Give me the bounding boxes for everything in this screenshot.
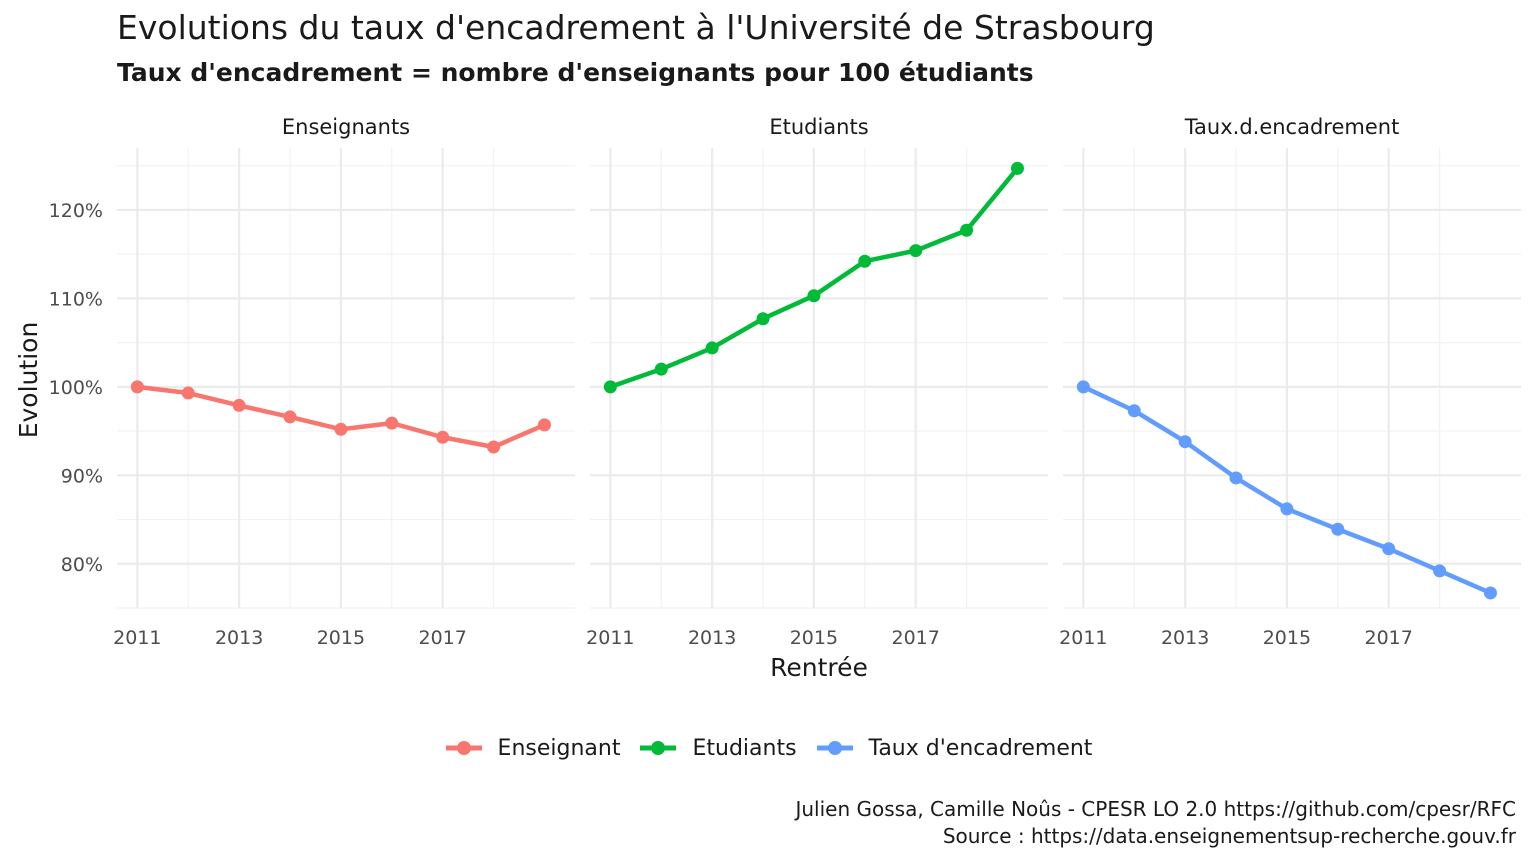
- x-tick-label: 2013: [688, 627, 736, 649]
- y-tick-label: 90%: [61, 465, 103, 487]
- legend-item-taux-encadrement: Taux d'encadrement: [815, 733, 1093, 763]
- data-point: [385, 416, 399, 430]
- caption-credits: Julien Gossa, Camille Noûs - CPESR LO 2.…: [795, 797, 1516, 821]
- y-axis-title: Evolution: [14, 322, 43, 439]
- data-point: [960, 223, 974, 237]
- facet-strip-label: Enseignants: [282, 115, 410, 139]
- x-tick-label: 2013: [1161, 627, 1209, 649]
- x-tick-label: 2015: [790, 627, 838, 649]
- data-point: [436, 430, 450, 444]
- data-point: [487, 440, 501, 454]
- data-point: [130, 380, 144, 394]
- data-point: [283, 410, 297, 424]
- x-tick-label: 2011: [1059, 627, 1107, 649]
- chart-legend: Enseignant Etudiants Taux d'encadrement: [0, 733, 1536, 763]
- y-tick-label: 120%: [49, 200, 103, 222]
- x-tick-label: 2011: [113, 627, 161, 649]
- caption-source: Source : https://data.enseignementsup-re…: [942, 824, 1516, 848]
- legend-key-taux-encadrement: [816, 741, 853, 755]
- x-tick-label: 2015: [317, 627, 365, 649]
- chart-subtitle: Taux d'encadrement = nombre d'enseignant…: [117, 58, 1034, 87]
- data-point: [1229, 471, 1243, 485]
- data-point: [1010, 161, 1024, 175]
- y-tick-label: 110%: [49, 288, 103, 310]
- data-point: [807, 289, 821, 303]
- data-point: [1382, 542, 1396, 556]
- chart-title: Evolutions du taux d'encadrement à l'Uni…: [117, 8, 1155, 47]
- x-tick-label: 2017: [892, 627, 940, 649]
- data-point: [756, 312, 770, 326]
- x-tick-label: 2013: [215, 627, 263, 649]
- data-point: [705, 341, 719, 355]
- legend-label-etudiants: Etudiants: [692, 735, 797, 761]
- data-point: [1127, 404, 1141, 418]
- faceted-line-chart: Enseignants 2011 2013 2015 2017 Etudiants 2011…: [14, 115, 1521, 682]
- data-point: [1433, 564, 1447, 578]
- legend-key-etudiants: [640, 741, 677, 755]
- facet-strip-label: Etudiants: [769, 115, 868, 139]
- legend-label-taux-encadrement: Taux d'encadrement: [868, 735, 1093, 761]
- x-tick-label: 2017: [419, 627, 467, 649]
- data-point: [1331, 522, 1345, 536]
- x-tick-label: 2017: [1365, 627, 1413, 649]
- y-tick-label: 100%: [49, 377, 103, 399]
- legend-item-enseignant: Enseignant: [444, 733, 621, 763]
- data-point: [654, 362, 668, 376]
- x-tick-label: 2015: [1263, 627, 1311, 649]
- facet-strip-label: Taux.d.encadrement: [1184, 115, 1400, 139]
- y-tick-label: 80%: [61, 554, 103, 576]
- data-point: [909, 244, 923, 258]
- chart-caption: Julien Gossa, Camille Noûs - CPESR LO 2.…: [795, 796, 1516, 850]
- data-point: [1076, 380, 1090, 394]
- x-tick-label: 2011: [586, 627, 634, 649]
- data-point: [1178, 435, 1192, 449]
- legend-key-enseignant: [445, 741, 482, 755]
- data-point: [537, 418, 551, 432]
- x-axis-title: Rentrée: [770, 653, 868, 682]
- data-point: [858, 254, 872, 268]
- data-point: [334, 422, 348, 436]
- legend-item-etudiants: Etudiants: [638, 733, 797, 763]
- data-point: [1483, 586, 1497, 600]
- data-point: [232, 398, 246, 412]
- data-point: [603, 380, 617, 394]
- legend-label-enseignant: Enseignant: [497, 735, 621, 761]
- data-point: [1280, 502, 1294, 516]
- data-point: [181, 386, 195, 400]
